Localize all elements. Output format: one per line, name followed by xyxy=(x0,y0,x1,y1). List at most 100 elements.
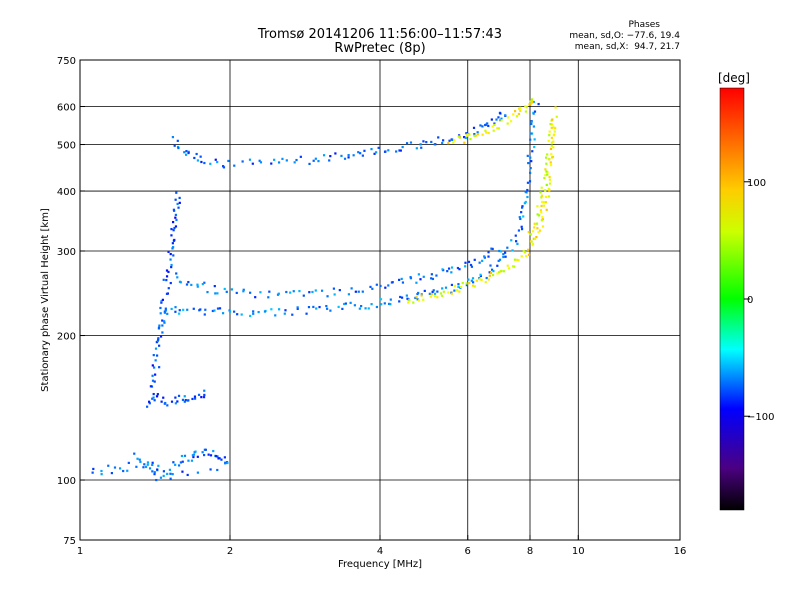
data-point xyxy=(487,124,490,128)
data-point xyxy=(143,463,146,466)
data-point xyxy=(475,279,478,282)
data-point xyxy=(375,283,378,286)
data-point xyxy=(511,265,515,268)
data-point xyxy=(213,285,216,288)
data-point xyxy=(522,215,525,218)
data-point xyxy=(548,189,551,193)
data-point xyxy=(302,294,305,297)
data-point xyxy=(144,465,148,469)
data-point xyxy=(484,281,487,284)
data-point xyxy=(171,135,174,139)
data-point xyxy=(545,170,548,173)
data-point xyxy=(122,469,125,473)
data-point xyxy=(153,473,156,476)
data-point xyxy=(209,468,212,471)
data-point xyxy=(486,122,489,125)
data-point xyxy=(499,250,503,253)
data-point xyxy=(400,296,404,299)
data-point xyxy=(544,168,547,171)
data-point xyxy=(391,281,394,284)
data-point xyxy=(525,106,528,109)
data-point xyxy=(550,144,553,147)
data-point xyxy=(207,453,210,456)
data-point xyxy=(441,268,444,271)
data-point xyxy=(495,118,498,121)
data-point xyxy=(519,217,522,221)
data-point xyxy=(325,304,328,308)
data-point xyxy=(398,300,401,303)
data-point xyxy=(216,292,219,295)
data-point xyxy=(528,180,532,183)
data-point xyxy=(322,154,326,157)
data-point xyxy=(419,278,422,281)
data-point xyxy=(548,178,552,181)
data-point xyxy=(536,227,539,230)
data-point xyxy=(448,139,451,142)
data-point xyxy=(471,281,475,284)
data-point xyxy=(530,122,533,126)
data-point xyxy=(314,289,317,292)
data-point xyxy=(417,299,421,302)
data-point xyxy=(513,265,516,268)
data-point xyxy=(547,139,550,143)
data-point xyxy=(334,152,337,155)
x-axis-label: Frequency [MHz] xyxy=(338,559,422,570)
data-point xyxy=(527,248,530,251)
chart-title-line1: Tromsø 20141206 11:56:00–11:57:43 xyxy=(257,27,503,42)
data-point xyxy=(549,147,553,150)
data-point xyxy=(470,279,473,282)
data-point xyxy=(453,289,456,292)
data-point xyxy=(487,278,490,281)
data-point xyxy=(165,269,169,272)
data-point xyxy=(430,277,433,280)
data-point xyxy=(166,312,169,315)
data-point xyxy=(549,122,552,126)
data-point xyxy=(550,136,553,139)
data-point xyxy=(178,201,181,204)
data-point xyxy=(158,324,161,327)
data-point xyxy=(469,138,472,141)
data-point xyxy=(154,359,157,362)
data-point xyxy=(167,250,170,253)
data-point xyxy=(357,151,360,154)
data-point xyxy=(228,310,232,313)
data-point xyxy=(185,283,189,286)
chart-title-line2: RwPretec (8p) xyxy=(334,41,426,56)
data-point xyxy=(170,227,173,231)
data-point xyxy=(329,155,332,158)
data-point xyxy=(315,307,318,310)
data-point xyxy=(422,275,425,278)
data-point xyxy=(401,281,405,284)
data-point xyxy=(473,258,476,261)
data-point xyxy=(465,284,468,287)
data-point xyxy=(157,338,160,341)
data-point xyxy=(164,401,167,405)
data-point xyxy=(162,474,165,478)
data-point xyxy=(493,122,496,125)
data-point xyxy=(545,208,548,211)
data-point xyxy=(532,100,535,104)
data-point xyxy=(451,138,454,141)
data-point xyxy=(312,305,315,309)
data-point xyxy=(456,266,460,270)
data-point xyxy=(467,260,471,263)
data-point xyxy=(317,159,320,163)
data-point xyxy=(151,461,154,464)
data-point xyxy=(225,290,228,293)
data-point xyxy=(483,255,486,258)
data-point xyxy=(192,307,195,310)
data-point xyxy=(503,251,507,254)
data-point xyxy=(171,473,174,476)
data-point xyxy=(252,312,255,315)
data-point xyxy=(183,395,186,398)
data-point xyxy=(552,140,555,143)
data-point xyxy=(457,285,460,289)
x-tick-label: 4 xyxy=(377,546,383,557)
data-point xyxy=(520,225,523,228)
data-point xyxy=(441,287,444,290)
data-point xyxy=(493,123,496,126)
data-point xyxy=(430,293,433,296)
data-point xyxy=(529,100,532,103)
data-point xyxy=(139,460,142,463)
data-point xyxy=(553,130,556,133)
